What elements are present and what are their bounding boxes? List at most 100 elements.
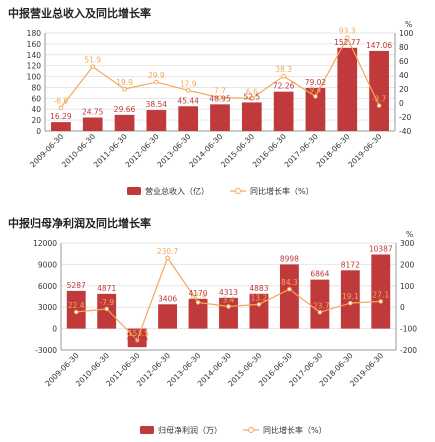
chart-title: 中报归母净利润及同比增长率 (8, 217, 151, 230)
profit-growth-label: 22.4 (190, 291, 207, 300)
revenue-growth-point (217, 95, 223, 100)
profit-y-right-tick: -100 (400, 325, 417, 334)
profit-growth-label: 3.4 (223, 295, 235, 304)
revenue-bar-value-label: 48.95 (209, 94, 231, 103)
revenue-bar-value-label: 45.44 (177, 96, 199, 105)
revenue-growth-label: 7.7 (214, 87, 226, 96)
revenue-bar-value-label: 147.06 (366, 41, 392, 50)
revenue-legend-line-marker (235, 188, 241, 194)
chart-title: 中报营业总收入及同比增长率 (8, 7, 151, 20)
revenue-y-left-tick: 40 (31, 105, 41, 114)
revenue-y-left-tick: 20 (31, 116, 41, 125)
profit-bar-value-label: 4871 (97, 284, 116, 293)
revenue-growth-point (122, 86, 127, 92)
revenue-growth-point (344, 35, 350, 40)
profit-bar (371, 254, 391, 329)
profit-bar-value-label: -2606 (126, 334, 148, 343)
revenue-bar-value-label: 152.77 (334, 38, 360, 47)
revenue-bar (114, 114, 135, 131)
revenue-y-left-tick: 180 (27, 29, 42, 38)
revenue-y-left-tick: 140 (27, 51, 42, 60)
revenue-bar (241, 102, 262, 131)
revenue-y-left-tick: 160 (27, 40, 42, 49)
revenue-bar-value-label: 16.29 (50, 112, 72, 121)
revenue-bar-value-label: 38.54 (146, 100, 168, 109)
revenue-bar (369, 50, 389, 131)
profit-growth-label: 230.7 (157, 247, 179, 256)
profit-legend-bar-swatch (140, 426, 154, 434)
revenue-growth-point (90, 64, 96, 69)
revenue-growth-label: 19.9 (116, 78, 133, 87)
profit-growth-point (317, 309, 323, 315)
revenue-growth-point (313, 94, 318, 99)
revenue-legend-line-label: 同比增长率（%） (250, 186, 314, 196)
revenue-bar (51, 122, 71, 131)
revenue-y-right-tick: -40 (399, 127, 411, 136)
profit-growth-point (226, 304, 231, 309)
revenue-growth-label: 6.6 (246, 87, 258, 96)
revenue-bar (178, 106, 199, 131)
profit-y-left-tick: -3000 (35, 346, 57, 355)
revenue-y-right-unit: % (405, 20, 412, 29)
revenue-growth-label: 17.9 (180, 79, 197, 88)
revenue-bar (210, 104, 230, 131)
profit-growth-point (256, 302, 262, 307)
revenue-bar-value-label: 79.02 (305, 78, 327, 87)
revenue-bar (82, 117, 103, 131)
profit-y-left-tick: 9000 (38, 260, 57, 269)
profit-growth-label: 19.1 (342, 292, 359, 301)
profit-bar-value-label: 8998 (280, 254, 299, 263)
revenue-y-left-tick: 120 (27, 62, 42, 71)
profit-bar (310, 279, 330, 329)
profit-growth-label: 13.2 (251, 293, 268, 302)
profit-bar-value-label: 5287 (67, 281, 86, 290)
profit-growth-point (195, 300, 201, 305)
revenue-growth-point (281, 73, 286, 79)
revenue-bar-value-label: 24.75 (82, 108, 104, 117)
profit-growth-label: -153.5 (125, 329, 149, 338)
revenue-growth-label: 29.9 (148, 71, 165, 80)
profit-bar-value-label: 4170 (188, 289, 207, 298)
profit-bar-value-label: 8172 (341, 260, 360, 269)
profit-y-right-unit: % (406, 230, 413, 239)
revenue-growth-point (185, 88, 191, 93)
profit-legend-line-label: 同比增长率（%） (263, 425, 327, 435)
profit-y-right-tick: 0 (400, 303, 405, 312)
profit-growth-label: -7.9 (99, 298, 114, 307)
revenue-bar (305, 87, 326, 131)
profit-bar (340, 270, 360, 329)
revenue-growth-label: 51.9 (84, 56, 101, 65)
profit-y-left-tick: 6000 (38, 282, 57, 291)
profit-growth-point (165, 255, 170, 261)
profit-y-right-tick: 100 (400, 282, 415, 291)
revenue-legend-bar-swatch (127, 187, 141, 195)
revenue-y-right-tick: 20 (399, 85, 409, 94)
profit-growth-label: 27.1 (372, 290, 389, 299)
revenue-bar (273, 91, 294, 131)
revenue-growth-point (376, 103, 382, 108)
profit-y-left-tick: 0 (52, 325, 57, 334)
profit-y-left-tick: 3000 (38, 303, 57, 312)
profit-bar (158, 304, 178, 329)
profit-growth-point (104, 306, 109, 312)
revenue-growth-label: -6.6 (54, 97, 69, 106)
profit-chart-svg: -3000 0 3000 6000 9000 12000 -200 -100 0 100 200 30… (33, 230, 417, 435)
revenue-y-left-tick: 60 (31, 94, 41, 103)
profit-bar (188, 298, 208, 329)
profit-chart-panel: 中报归母净利润及同比增长率 -3000 0 3000 6000 9000 12000 -20… (0, 210, 435, 442)
profit-y-right-tick: 300 (400, 239, 415, 248)
profit-growth-point (73, 309, 79, 315)
revenue-x-tick-label: 2019-06-30 (346, 132, 383, 169)
revenue-growth-label: 9.4 (309, 85, 321, 94)
revenue-y-right-tick: 60 (399, 57, 409, 66)
revenue-growth-label: 38.3 (275, 65, 292, 74)
profit-growth-label: -23.7 (310, 301, 330, 310)
profit-bar (97, 293, 117, 329)
profit-bar-value-label: 10387 (369, 245, 393, 254)
revenue-y-right-tick: 0 (399, 99, 404, 108)
revenue-bar-value-label: 52.5 (243, 92, 260, 101)
revenue-y-left-tick: 80 (31, 83, 41, 92)
revenue-growth-label: 93.3 (339, 27, 356, 36)
revenue-bar-value-label: 29.66 (114, 105, 136, 114)
profit-growth-point (378, 299, 384, 304)
